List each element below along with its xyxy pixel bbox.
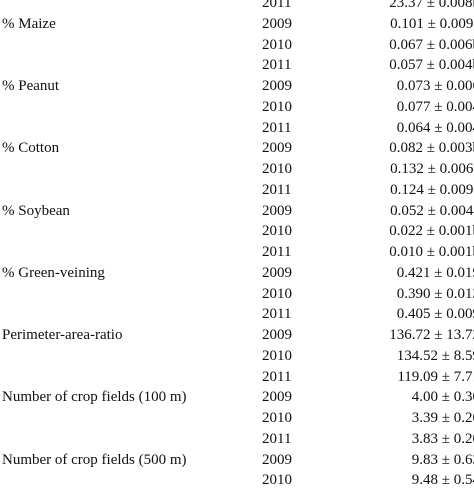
year-cell: 2010 [262, 98, 292, 115]
value-cell: 0.124 ± 0.009a [390, 181, 474, 198]
year-cell: 2011 [262, 430, 292, 447]
value-cell: 0.022 ± 0.001b [389, 223, 474, 240]
value-cell: 0.405 ± 0.009 [396, 306, 474, 323]
value-cell: 3.83 ± 0.20 [411, 430, 474, 447]
value-cell: 0.101 ± 0.009a [390, 15, 474, 32]
row-label: % Cotton [2, 140, 60, 157]
year-cell: 2010 [262, 161, 292, 177]
year-cell: 2010 [262, 223, 292, 240]
year-cell: 2011 [262, 244, 292, 260]
value-cell: 119.09 ± 7.71 [397, 368, 474, 385]
year-cell: 2011 [262, 306, 292, 323]
year-cell: 2009 [262, 451, 292, 468]
row-label: % Soybean [2, 202, 70, 219]
year-cell: 2011 [262, 181, 292, 198]
year-cell: 2009 [262, 264, 292, 281]
value-cell: 0.421 ± 0.019 [396, 264, 474, 281]
year-cell: 2011 [262, 368, 292, 385]
row-label: Perimeter-area-ratio [2, 327, 123, 343]
year-cell: 2011 [262, 57, 292, 74]
value-cell: 23.37 ± 0.008b [389, 0, 474, 11]
year-cell: 2010 [262, 410, 292, 426]
value-cell: 0.082 ± 0.003b [389, 140, 474, 157]
value-cell: 3.39 ± 0.20 [411, 410, 474, 426]
value-cell: 0.057 ± 0.004b [389, 57, 474, 74]
row-label: % Green-veining [2, 264, 105, 281]
value-cell: 0.390 ± 0.013 [396, 285, 474, 302]
value-cell: 134.52 ± 8.59 [396, 347, 474, 364]
value-cell: 4.00 ± 0.30 [411, 389, 474, 406]
value-cell: 0.010 ± 0.001b [389, 244, 474, 260]
year-cell: 2009 [262, 202, 292, 219]
year-cell: 2009 [262, 389, 292, 406]
value-cell: 9.83 ± 0.63 [411, 451, 474, 468]
value-cell: 0.132 ± 0.006a [390, 161, 474, 177]
year-cell: 2009 [262, 140, 292, 157]
year-cell: 2009 [262, 78, 292, 94]
year-cell: 2011 [262, 119, 292, 136]
row-label: % Maize [2, 15, 56, 32]
year-cell: 2009 [262, 327, 292, 343]
value-cell: 0.067 ± 0.006b [389, 36, 474, 53]
value-cell: 0.077 ± 0.004 [396, 98, 474, 115]
year-cell: 2011 [262, 0, 292, 11]
row-label: Number of crop fields (500 m) [2, 451, 187, 468]
value-cell: 0.073 ± 0.006 [396, 78, 474, 94]
year-cell: 2010 [262, 347, 292, 364]
row-label: Number of crop fields (100 m) [2, 389, 187, 406]
year-cell: 2009 [262, 15, 292, 32]
value-cell: 0.052 ± 0.004a [390, 202, 474, 219]
year-cell: 2010 [262, 36, 292, 53]
value-cell: 0.064 ± 0.004 [396, 119, 474, 136]
year-cell: 2010 [262, 285, 292, 302]
row-label: % Peanut [2, 78, 60, 94]
value-cell: 136.72 ± 13.72 [389, 327, 474, 343]
